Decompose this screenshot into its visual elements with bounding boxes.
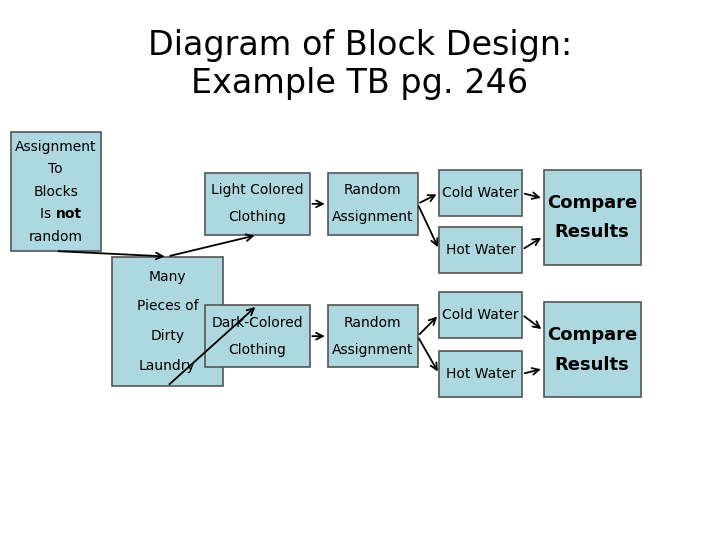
Text: Laundry: Laundry [139, 359, 196, 373]
Text: Compare: Compare [547, 326, 637, 344]
Text: random: random [29, 230, 83, 244]
Text: Hot Water: Hot Water [446, 243, 516, 256]
Text: Example TB pg. 246: Example TB pg. 246 [192, 67, 528, 100]
FancyBboxPatch shape [439, 292, 522, 338]
Text: To: To [48, 163, 63, 176]
Text: Assignment: Assignment [332, 211, 413, 224]
Text: Assignment: Assignment [15, 140, 96, 154]
Text: Hot Water: Hot Water [446, 367, 516, 381]
Text: Pieces of: Pieces of [137, 300, 198, 313]
Text: Clothing: Clothing [228, 343, 287, 356]
FancyBboxPatch shape [205, 305, 310, 367]
Text: Blocks: Blocks [33, 185, 78, 199]
FancyBboxPatch shape [439, 351, 522, 397]
Text: Assignment: Assignment [332, 343, 413, 356]
Text: Cold Water: Cold Water [442, 186, 519, 200]
FancyBboxPatch shape [328, 305, 418, 367]
FancyBboxPatch shape [205, 173, 310, 235]
Text: Dark-Colored: Dark-Colored [212, 316, 303, 329]
FancyBboxPatch shape [544, 170, 641, 265]
FancyBboxPatch shape [544, 302, 641, 397]
FancyBboxPatch shape [11, 132, 101, 251]
Text: Diagram of Block Design:: Diagram of Block Design: [148, 29, 572, 63]
Text: Clothing: Clothing [228, 211, 287, 224]
Text: not: not [56, 207, 82, 221]
Text: Random: Random [343, 184, 402, 197]
Text: Dirty: Dirty [150, 329, 184, 343]
Text: Cold Water: Cold Water [442, 308, 519, 321]
Text: Is: Is [40, 207, 56, 221]
Text: Random: Random [343, 316, 402, 329]
FancyBboxPatch shape [439, 170, 522, 216]
Text: Light Colored: Light Colored [211, 184, 304, 197]
Text: Compare: Compare [547, 193, 637, 212]
Text: Results: Results [555, 223, 629, 241]
FancyBboxPatch shape [439, 227, 522, 273]
Text: Results: Results [555, 355, 629, 374]
Text: Many: Many [148, 270, 186, 284]
FancyBboxPatch shape [112, 256, 223, 386]
FancyBboxPatch shape [328, 173, 418, 235]
